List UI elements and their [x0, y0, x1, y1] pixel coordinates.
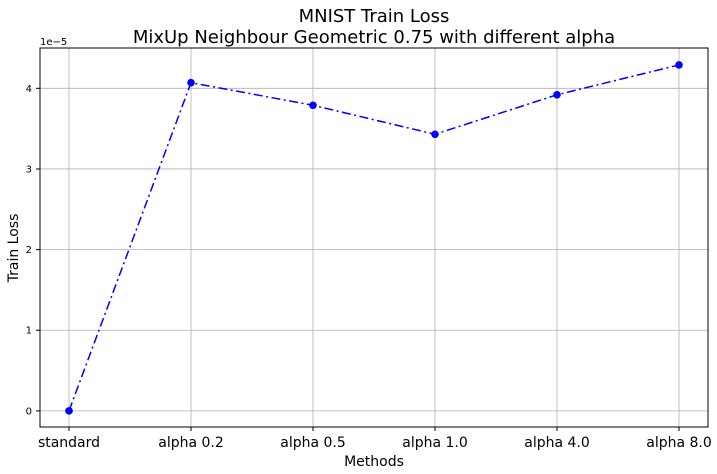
x-tick-label: alpha 8.0 [646, 435, 712, 451]
x-tick-label: alpha 4.0 [524, 435, 590, 451]
x-tick-label: standard [38, 435, 100, 451]
x-tick-label: alpha 0.2 [158, 435, 224, 451]
grid-layer [40, 48, 708, 427]
y-tick-label: 2 [26, 245, 32, 256]
plot-frame [39, 47, 709, 428]
series-layer [65, 61, 683, 415]
data-point [65, 407, 73, 415]
chart-title: MNIST Train Loss [299, 6, 450, 27]
x-tick-label: alpha 0.5 [280, 435, 346, 451]
y-axis-ticks: 0 1 2 3 4 [26, 84, 40, 417]
data-point [309, 101, 317, 110]
data-point [675, 61, 683, 69]
x-axis-ticks: standard alpha 0.2 alpha 0.5 alpha 1.0 alpha… [38, 427, 712, 451]
series-line [68, 64, 680, 412]
chart-subtitle: MixUp Neighbour Geometric 0.75 with diff… [133, 27, 615, 48]
data-point [187, 78, 195, 87]
y-axis-label: Train Loss [6, 214, 22, 284]
data-point [553, 90, 561, 99]
x-tick-label: alpha 1.0 [402, 435, 468, 451]
y-tick-label: 0 [26, 406, 32, 417]
y-axis-offset-label: 1e−5 [40, 37, 67, 48]
data-point [431, 130, 439, 139]
y-tick-label: 4 [26, 84, 32, 95]
y-tick-label: 1 [26, 326, 32, 337]
y-tick-label: 3 [26, 164, 32, 175]
x-axis-label: Methods [344, 454, 404, 470]
